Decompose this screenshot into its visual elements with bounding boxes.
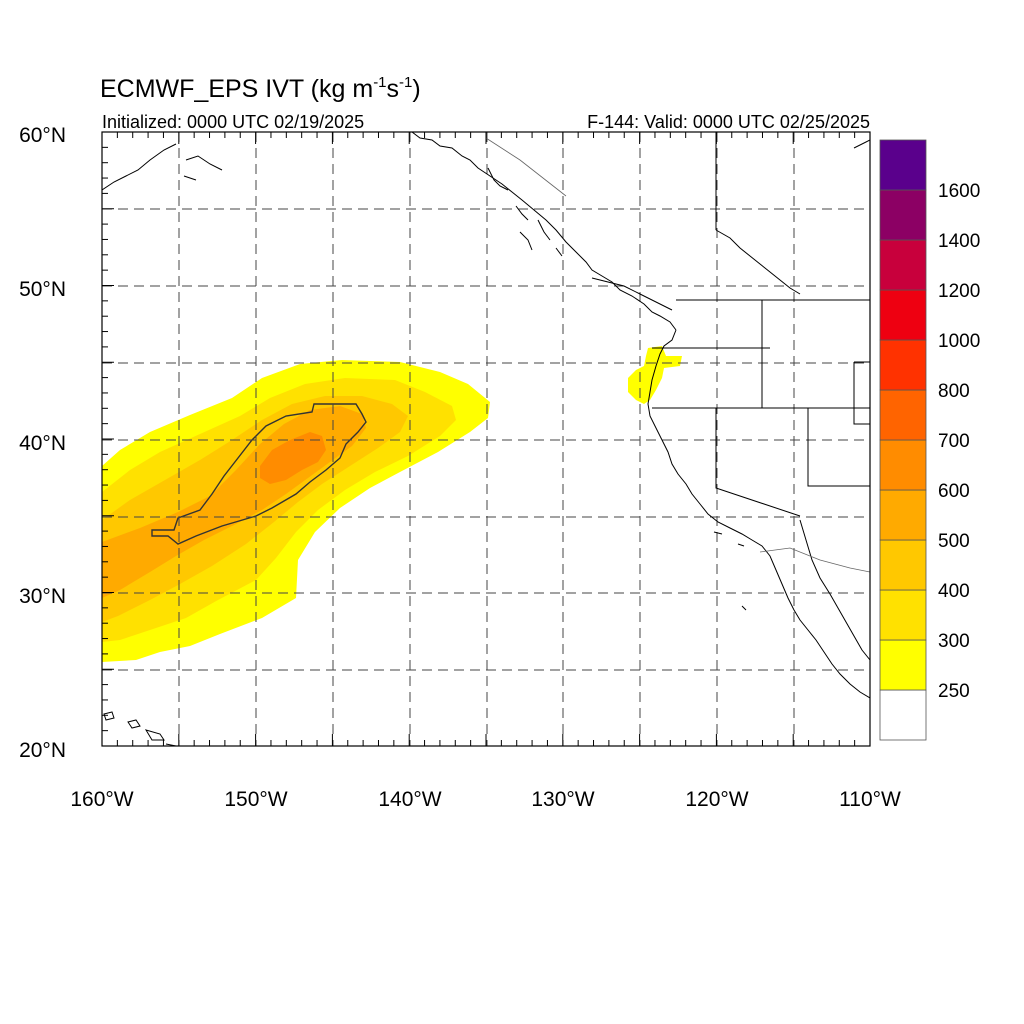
colorbar-label: 300 bbox=[938, 631, 970, 652]
lon-axis-labels: 160°W 150°W 140°W 130°W 120°W 110°W bbox=[70, 788, 901, 811]
lon-label-150w: 150°W bbox=[224, 788, 287, 811]
colorbar-swatch bbox=[879, 139, 927, 191]
colorbar-swatch bbox=[879, 439, 927, 491]
coastlines bbox=[102, 132, 870, 746]
axis-ticks bbox=[101, 131, 871, 747]
colorbar-label: 400 bbox=[938, 581, 970, 602]
colorbar-label: 800 bbox=[938, 381, 970, 402]
ivt-oregon-patch bbox=[628, 346, 682, 404]
lat-label-20: 20°N bbox=[19, 739, 66, 762]
colorbar-swatch bbox=[879, 389, 927, 441]
colorbar-swatch bbox=[879, 339, 927, 391]
lat-label-60: 60°N bbox=[19, 124, 66, 147]
lon-label-160w: 160°W bbox=[70, 788, 133, 811]
lat-label-30: 30°N bbox=[19, 585, 66, 608]
colorbar-swatch bbox=[879, 539, 927, 591]
lat-label-40: 40°N bbox=[19, 432, 66, 455]
colorbar-swatch bbox=[879, 489, 927, 541]
lon-label-130w: 130°W bbox=[531, 788, 594, 811]
figure-title: ECMWF_EPS IVT (kg m-1s-1) bbox=[100, 74, 421, 103]
colorbar-swatch bbox=[879, 639, 927, 691]
colorbar-label: 1400 bbox=[938, 231, 980, 252]
colorbar-label: 1200 bbox=[938, 281, 980, 302]
valid-time-label: F-144: Valid: 0000 UTC 02/25/2025 bbox=[587, 112, 870, 132]
colorbar-label: 600 bbox=[938, 481, 970, 502]
colorbar-label: 500 bbox=[938, 531, 970, 552]
init-time-label: Initialized: 0000 UTC 02/19/2025 bbox=[102, 112, 364, 132]
ivt-500-contour bbox=[151, 403, 367, 545]
colorbar: 250 300 400 500 600 700 800 1000 1200 1400 1600 bbox=[879, 139, 980, 741]
lon-label-110w: 110°W bbox=[839, 788, 901, 811]
lat-axis-labels: 60°N 50°N 40°N 30°N 20°N bbox=[19, 124, 66, 762]
us-west-coastline bbox=[647, 329, 870, 699]
political-borders bbox=[485, 132, 870, 573]
colorbar-swatch bbox=[879, 239, 927, 291]
colorbar-swatch bbox=[879, 289, 927, 341]
ivt-600-region bbox=[260, 432, 326, 484]
colorbar-swatch bbox=[879, 689, 927, 741]
colorbar-swatch bbox=[879, 189, 927, 241]
lon-label-120w: 120°W bbox=[685, 788, 748, 811]
colorbar-swatch bbox=[879, 589, 927, 641]
graticule bbox=[102, 132, 870, 746]
colorbar-label: 250 bbox=[938, 681, 970, 702]
colorbar-label: 1600 bbox=[938, 181, 980, 202]
map-panel bbox=[101, 131, 871, 747]
lon-label-140w: 140°W bbox=[378, 788, 441, 811]
colorbar-label: 700 bbox=[938, 431, 970, 452]
alaska-bc-coastline bbox=[411, 132, 677, 331]
colorbar-label: 1000 bbox=[938, 331, 980, 352]
lat-label-50: 50°N bbox=[19, 278, 66, 301]
